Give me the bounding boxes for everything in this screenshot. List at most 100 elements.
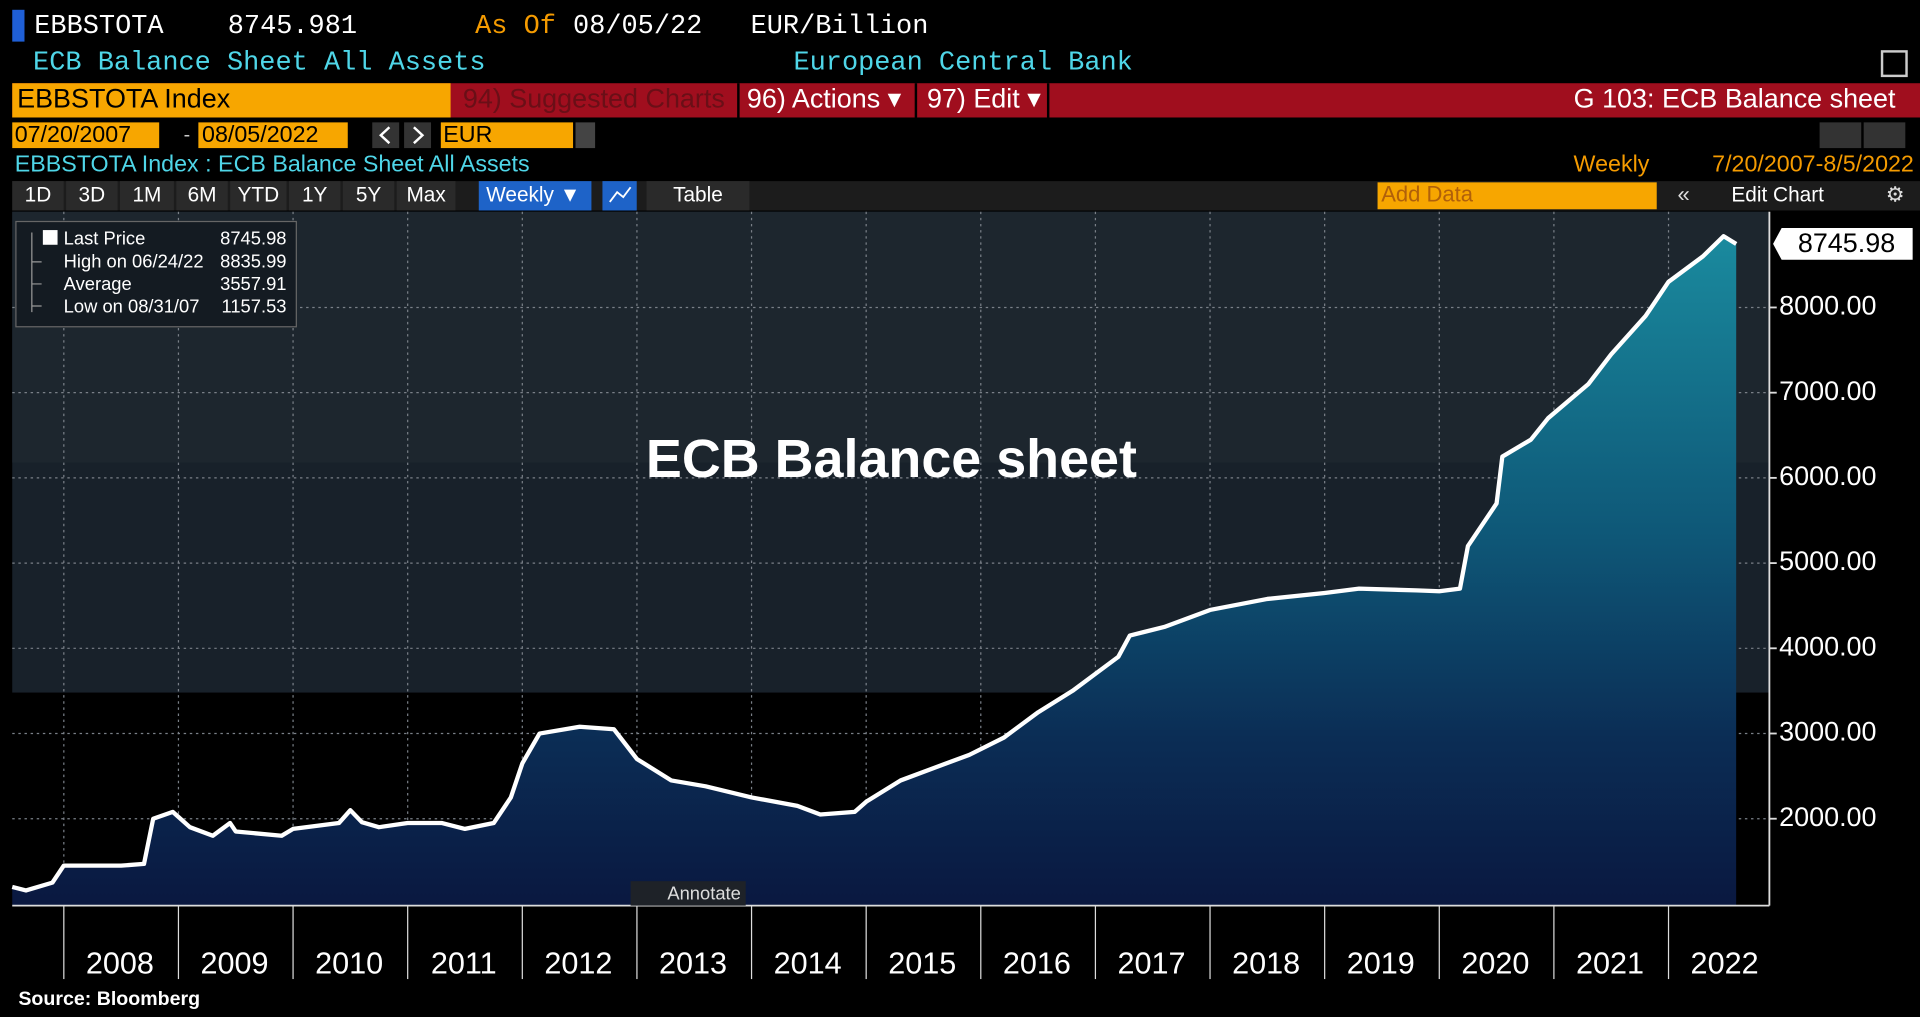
x-tick-label: 2022 <box>1691 947 1759 981</box>
period-button[interactable] <box>66 181 118 211</box>
y-tick-label: 5000.00 <box>1779 546 1876 576</box>
period-button[interactable] <box>342 181 395 211</box>
edit-chart[interactable]: Edit Chart <box>1731 183 1824 206</box>
page-title: G 103: ECB Balance sheet <box>1574 83 1896 113</box>
table-label: Table <box>673 183 723 206</box>
next-button[interactable] <box>404 122 432 149</box>
annotate-button[interactable] <box>630 881 746 906</box>
x-tick-label: 2012 <box>544 947 612 981</box>
period-button[interactable] <box>288 181 341 211</box>
table-button[interactable] <box>646 181 750 211</box>
legend-swatch <box>42 230 58 245</box>
y-tick-label: 7000.00 <box>1779 376 1876 406</box>
add-data: Add Data <box>1381 182 1474 207</box>
actions-menu[interactable]: 96) Actions ▾ <box>747 83 902 113</box>
x-tick-label: 2019 <box>1347 947 1415 981</box>
start-date: 07/20/2007 <box>15 121 131 147</box>
arrows <box>379 126 425 145</box>
legend-label: High on 06/24/22 <box>64 250 204 271</box>
settings-icon[interactable]: ⚙ <box>1886 183 1905 206</box>
legend-box <box>15 220 297 328</box>
price-tag-box <box>1773 227 1913 260</box>
suggested-charts[interactable]: 94) Suggested Charts <box>463 83 725 113</box>
y-tick-label: 6000.00 <box>1779 461 1876 491</box>
x-tick-label: 2016 <box>1003 947 1071 981</box>
period-button[interactable] <box>12 181 64 211</box>
edit-menu[interactable]: 97) Edit ▾ <box>927 83 1041 113</box>
divider <box>737 83 740 118</box>
x-tick-label: 2011 <box>431 947 497 981</box>
dash: - <box>184 124 191 146</box>
x-tick-label: 2017 <box>1117 947 1185 981</box>
panel-band <box>12 211 1770 463</box>
legend-value: 3557.91 <box>220 273 286 294</box>
redo-button[interactable] <box>1863 122 1906 149</box>
legend-tree <box>31 232 42 313</box>
frequency-button-label: Weekly ▼ <box>486 183 580 206</box>
chart-title: ECB Balance sheet <box>646 429 1137 489</box>
legend-label: Low on 08/31/07 <box>64 296 200 317</box>
y-tick-label: 2000.00 <box>1779 802 1876 832</box>
period-button[interactable] <box>396 181 456 211</box>
x-tick-label: 2015 <box>888 947 956 981</box>
end-date: 08/05/2022 <box>202 121 318 147</box>
period-label: 1D <box>25 183 52 206</box>
x-tick-label: 2020 <box>1461 947 1529 981</box>
start-date-input[interactable] <box>12 122 160 149</box>
description: ECB Balance Sheet All Assets <box>33 49 485 79</box>
status-marker <box>12 9 25 42</box>
y-tick-label: 8000.00 <box>1779 291 1876 321</box>
chart-type-icon <box>609 186 632 203</box>
x-tick-label: 2008 <box>86 947 154 981</box>
popout-icon[interactable] <box>1880 50 1908 78</box>
currency: EUR <box>443 121 492 147</box>
x-tick-label: 2014 <box>774 947 842 981</box>
legend-label: Average <box>64 273 132 294</box>
price-tag: 8745.98 <box>1798 228 1895 258</box>
chart-label: EBBSTOTA Index : ECB Balance Sheet All A… <box>15 150 530 176</box>
undo-button[interactable] <box>1819 122 1862 149</box>
as-of-label: As Of <box>475 12 556 42</box>
period-label: 3D <box>79 183 106 206</box>
period-button[interactable] <box>230 181 287 211</box>
legend-value: 1157.53 <box>221 296 286 317</box>
y-tick-label: 3000.00 <box>1779 717 1876 747</box>
security: EBBSTOTA Index <box>17 83 231 113</box>
period-label: 6M <box>188 183 217 206</box>
last-value: 8745.981 <box>228 12 357 42</box>
units: EUR/Billion <box>751 12 929 42</box>
date-range: 7/20/2007-8/5/2022 <box>1712 150 1914 176</box>
prev-button[interactable] <box>372 122 400 149</box>
add-data-input[interactable] <box>1377 182 1657 210</box>
period-label: 5Y <box>356 183 382 206</box>
ticker: EBBSTOTA <box>34 12 164 42</box>
period-button[interactable] <box>120 181 174 211</box>
collapse-icon[interactable]: « <box>1678 182 1690 207</box>
end-date-input[interactable] <box>198 122 348 149</box>
x-tick-label: 2009 <box>200 947 268 981</box>
currency-dropdown[interactable] <box>575 122 596 149</box>
as-of-date: 08/05/22 <box>573 12 702 42</box>
period-label: Max <box>406 183 446 206</box>
chart-type-button[interactable] <box>602 181 637 211</box>
x-tick-label: 2013 <box>659 947 727 981</box>
x-tick-label: 2021 <box>1576 947 1644 981</box>
source-name: European Central Bank <box>793 49 1132 79</box>
security-input[interactable] <box>12 83 451 118</box>
legend-value: 8745.98 <box>220 228 286 249</box>
period-button[interactable] <box>176 181 228 211</box>
legend-label: Last Price <box>64 228 146 249</box>
line <box>11 234 1738 893</box>
area <box>12 236 1737 906</box>
period-label: 1Y <box>302 183 328 206</box>
divider <box>1046 83 1050 118</box>
divider <box>914 83 918 118</box>
period-label: 1M <box>132 183 161 206</box>
source: Source: Bloomberg <box>18 988 200 1010</box>
frequency-button[interactable] <box>478 181 592 211</box>
x-tick-label: 2010 <box>315 947 383 981</box>
y-tick-label: 4000.00 <box>1779 631 1876 661</box>
currency-input[interactable] <box>440 122 574 149</box>
